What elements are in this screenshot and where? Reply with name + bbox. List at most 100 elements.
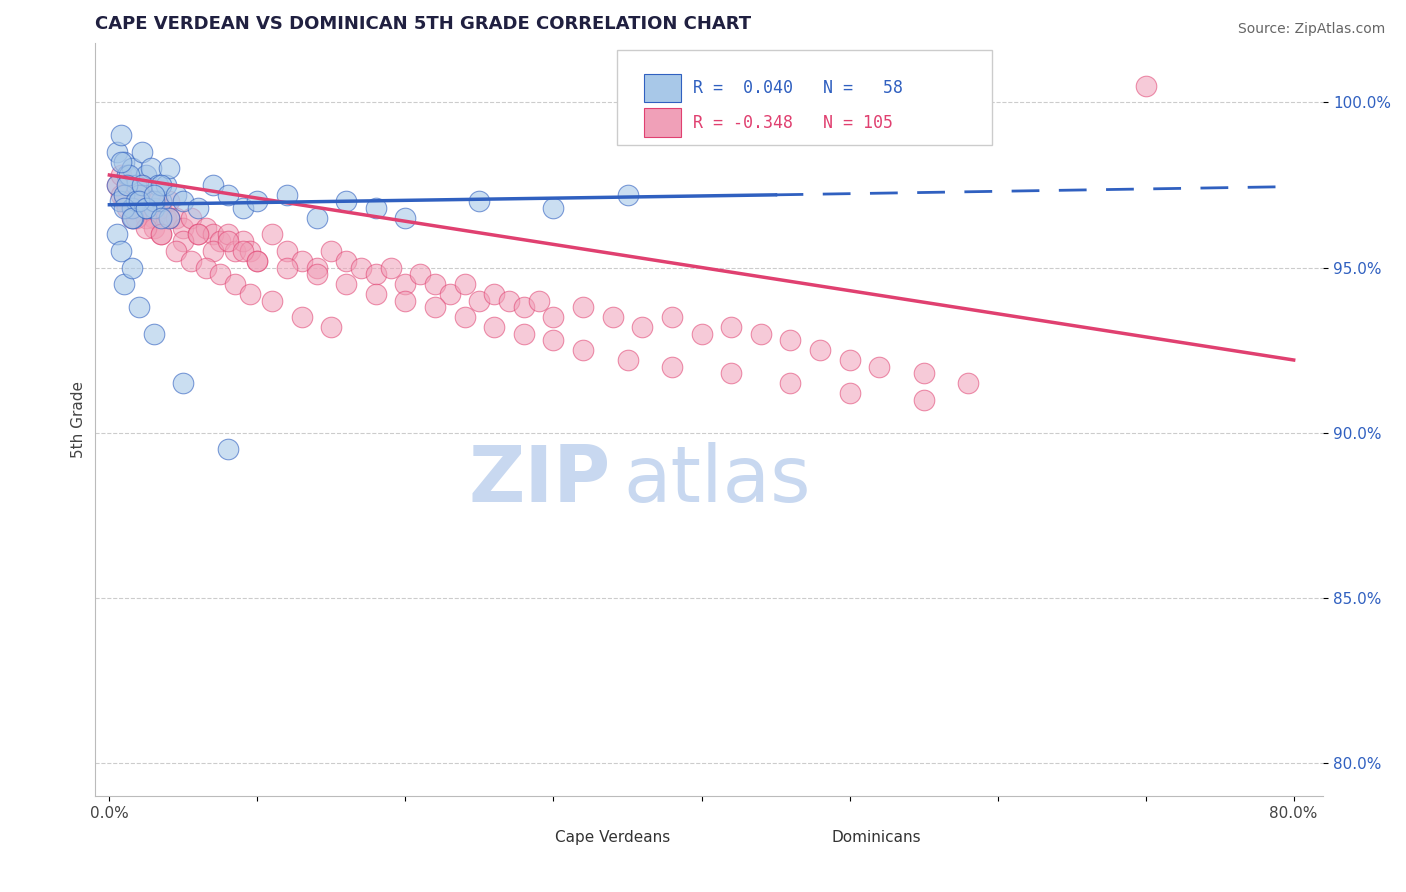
Point (128, 194, 150, 209)
Point (150, 227, 173, 242)
Point (838, 353, 860, 368)
Point (172, 194, 194, 209)
Point (276, 260, 298, 275)
FancyBboxPatch shape (506, 829, 543, 851)
Point (121, 260, 143, 275)
Text: R = -0.348   N = 105: R = -0.348 N = 105 (693, 114, 893, 132)
Point (187, 227, 209, 242)
FancyBboxPatch shape (644, 109, 681, 137)
Point (808, 343, 831, 357)
Point (112, 187, 135, 202)
Point (135, 201, 157, 215)
Point (108, 194, 131, 209)
Point (121, 201, 143, 215)
Point (209, 234, 232, 248)
Point (217, 234, 239, 248)
Point (125, 194, 148, 209)
Point (157, 211, 180, 225)
Point (956, 376, 979, 391)
Point (217, 442, 239, 457)
Point (513, 326, 536, 341)
Point (868, 359, 890, 374)
Point (335, 277, 357, 291)
Point (239, 287, 262, 301)
Point (232, 234, 254, 248)
Point (439, 287, 461, 301)
Point (150, 211, 173, 225)
Text: CAPE VERDEAN VS DOMINICAN 5TH GRADE CORRELATION CHART: CAPE VERDEAN VS DOMINICAN 5TH GRADE CORR… (94, 15, 751, 33)
Point (720, 366, 742, 380)
Point (115, 201, 138, 215)
Point (527, 293, 550, 308)
Point (128, 201, 150, 215)
Point (572, 300, 595, 314)
FancyBboxPatch shape (644, 74, 681, 103)
Point (394, 211, 416, 225)
Point (115, 178, 138, 192)
Point (105, 227, 128, 242)
Point (135, 201, 157, 215)
Text: Dominicans: Dominicans (832, 830, 921, 845)
Point (209, 267, 232, 281)
Point (110, 154, 132, 169)
Point (572, 343, 595, 357)
Point (121, 201, 143, 215)
Point (139, 161, 162, 176)
Point (321, 244, 343, 258)
Point (453, 310, 475, 324)
Point (142, 326, 165, 341)
Point (165, 244, 187, 258)
Point (121, 211, 143, 225)
Point (194, 260, 217, 275)
Point (157, 211, 180, 225)
Point (468, 194, 491, 209)
Point (155, 211, 177, 225)
Point (364, 267, 387, 281)
Point (201, 244, 224, 258)
Point (305, 260, 328, 275)
Point (262, 227, 284, 242)
Point (112, 201, 135, 215)
Point (139, 194, 162, 209)
Text: Cape Verdeans: Cape Verdeans (555, 830, 671, 845)
FancyBboxPatch shape (617, 51, 991, 145)
Point (112, 277, 135, 291)
Point (232, 201, 254, 215)
Point (115, 168, 138, 182)
Point (128, 300, 150, 314)
Point (602, 310, 624, 324)
Point (172, 234, 194, 248)
Point (616, 187, 638, 202)
Point (115, 178, 138, 192)
Point (305, 211, 328, 225)
Point (135, 201, 157, 215)
Point (148, 194, 170, 209)
Point (484, 287, 506, 301)
Point (217, 227, 239, 242)
Point (513, 300, 536, 314)
Point (125, 211, 148, 225)
Point (110, 187, 132, 202)
Point (779, 333, 801, 347)
Point (335, 253, 357, 268)
Point (720, 320, 742, 334)
Point (105, 178, 128, 192)
Point (217, 187, 239, 202)
Point (468, 293, 491, 308)
Point (142, 211, 165, 225)
Point (616, 353, 638, 368)
Point (409, 267, 432, 281)
Point (157, 194, 180, 209)
Point (246, 253, 269, 268)
Point (180, 211, 202, 225)
Point (112, 194, 135, 209)
Point (110, 168, 132, 182)
Point (423, 277, 446, 291)
Point (291, 253, 314, 268)
Point (201, 227, 224, 242)
Point (122, 211, 145, 225)
Point (135, 211, 157, 225)
Point (394, 277, 416, 291)
Point (121, 211, 143, 225)
Point (661, 310, 683, 324)
